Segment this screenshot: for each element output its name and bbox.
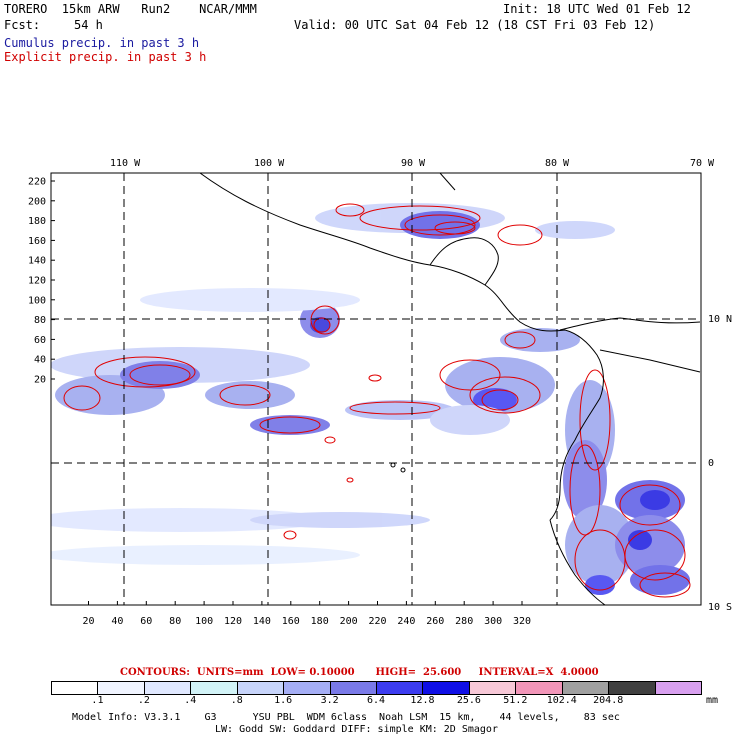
colorbar-unit: mm bbox=[706, 695, 719, 706]
colorbar-swatch bbox=[561, 681, 610, 695]
forecast-label: Fcst: bbox=[4, 18, 41, 32]
lat-label-10n: 10 N bbox=[708, 314, 733, 325]
y-tick-label: 80 bbox=[34, 315, 46, 326]
map-content bbox=[51, 173, 701, 605]
colorbar-swatch bbox=[422, 681, 470, 695]
colorbar-label: 102.4 bbox=[546, 695, 577, 706]
lon-label-70w: 70 W bbox=[690, 158, 715, 169]
valid-time: Valid: 00 UTC Sat 04 Feb 12 (18 CST Fri … bbox=[294, 18, 656, 32]
colorbar-label: 12.8 bbox=[410, 695, 435, 706]
y-tick-label: 220 bbox=[28, 177, 46, 188]
y-tick-label: 20 bbox=[34, 375, 46, 386]
model-title: TORERO 15km ARW Run2 NCAR/MMM bbox=[4, 2, 257, 16]
colorbar-swatch bbox=[190, 681, 238, 695]
x-axis-ticks: 20 40 60 80 100 120 140 160 180 200 220 240 260 280 30… bbox=[82, 601, 531, 627]
colorbar-label: .4 bbox=[184, 695, 197, 706]
colorbar-swatch bbox=[608, 681, 656, 695]
colorbar-label: 6.4 bbox=[367, 695, 386, 706]
x-tick-label: 200 bbox=[340, 616, 358, 627]
colorbar-label: .1 bbox=[91, 695, 104, 706]
x-tick-label: 240 bbox=[397, 616, 415, 627]
x-tick-label: 180 bbox=[311, 616, 329, 627]
lon-label-110w: 110 W bbox=[110, 158, 141, 169]
x-tick-label: 140 bbox=[253, 616, 271, 627]
lon-label-100w: 100 W bbox=[254, 158, 285, 169]
x-tick-label: 280 bbox=[455, 616, 473, 627]
contours-info: CONTOURS: UNITS=mm LOW= 0.10000 HIGH= 25… bbox=[120, 667, 599, 678]
colorbar-swatch bbox=[236, 681, 285, 695]
y-axis-ticks: 220 200 180 160 140 120 100 80 60 40 20 bbox=[28, 177, 55, 386]
colorbar-label: .2 bbox=[137, 695, 150, 706]
y-tick-label: 140 bbox=[28, 256, 46, 267]
x-tick-label: 260 bbox=[426, 616, 444, 627]
x-tick-label: 40 bbox=[111, 616, 123, 627]
lon-label-90w: 90 W bbox=[401, 158, 426, 169]
cumulus-precip-areas bbox=[51, 203, 690, 595]
x-tick-label: 60 bbox=[140, 616, 152, 627]
colorbar-swatch bbox=[654, 681, 702, 695]
x-tick-label: 100 bbox=[195, 616, 213, 627]
forecast-hour: 54 h bbox=[74, 18, 103, 32]
colorbar-label: 51.2 bbox=[503, 695, 528, 706]
y-tick-label: 40 bbox=[34, 355, 46, 366]
colorbar-label: 204.8 bbox=[593, 695, 624, 706]
y-tick-label: 100 bbox=[28, 295, 46, 306]
init-time: Init: 18 UTC Wed 01 Feb 12 bbox=[503, 2, 691, 16]
y-tick-label: 160 bbox=[28, 236, 46, 247]
model-info: Model Info: V3.3.1 G3 YSU PBL WDM 6class… bbox=[72, 712, 620, 723]
explicit-legend: Explicit precip. in past 3 h bbox=[4, 50, 207, 64]
lat-label-0: 0 bbox=[708, 458, 715, 469]
physics-info: LW: Godd SW: Goddard DIFF: simple KM: 2D… bbox=[215, 724, 498, 735]
map-frame bbox=[50, 172, 702, 606]
colorbar-label: 25.6 bbox=[456, 695, 481, 706]
colorbar-swatch bbox=[468, 681, 517, 695]
colorbar-label: 3.2 bbox=[320, 695, 339, 706]
x-tick-label: 320 bbox=[513, 616, 531, 627]
y-tick-label: 200 bbox=[28, 196, 46, 207]
colorbar-swatch bbox=[97, 681, 145, 695]
x-tick-label: 120 bbox=[224, 616, 242, 627]
lon-label-80w: 80 W bbox=[545, 158, 570, 169]
explicit-precip-contours bbox=[63, 203, 691, 598]
colorbar-swatch bbox=[283, 681, 331, 695]
colorbar-swatch bbox=[143, 681, 192, 695]
y-tick-label: 120 bbox=[28, 276, 46, 287]
y-tick-label: 180 bbox=[28, 216, 46, 227]
cumulus-legend: Cumulus precip. in past 3 h bbox=[4, 36, 200, 50]
colorbar-label: 1.6 bbox=[274, 695, 293, 706]
x-tick-label: 220 bbox=[368, 616, 386, 627]
colorbar-swatch bbox=[329, 681, 377, 695]
lat-lon-grid bbox=[51, 173, 701, 605]
colorbar-swatch bbox=[376, 681, 424, 695]
colorbar-swatch bbox=[515, 681, 563, 695]
x-tick-label: 300 bbox=[484, 616, 502, 627]
y-tick-label: 60 bbox=[34, 335, 46, 346]
x-tick-label: 160 bbox=[282, 616, 300, 627]
x-tick-label: 20 bbox=[82, 616, 94, 627]
colorbar-swatch bbox=[51, 681, 99, 695]
lat-label-10s: 10 S bbox=[708, 602, 733, 613]
colorbar-label: .8 bbox=[230, 695, 243, 706]
x-tick-label: 80 bbox=[169, 616, 181, 627]
